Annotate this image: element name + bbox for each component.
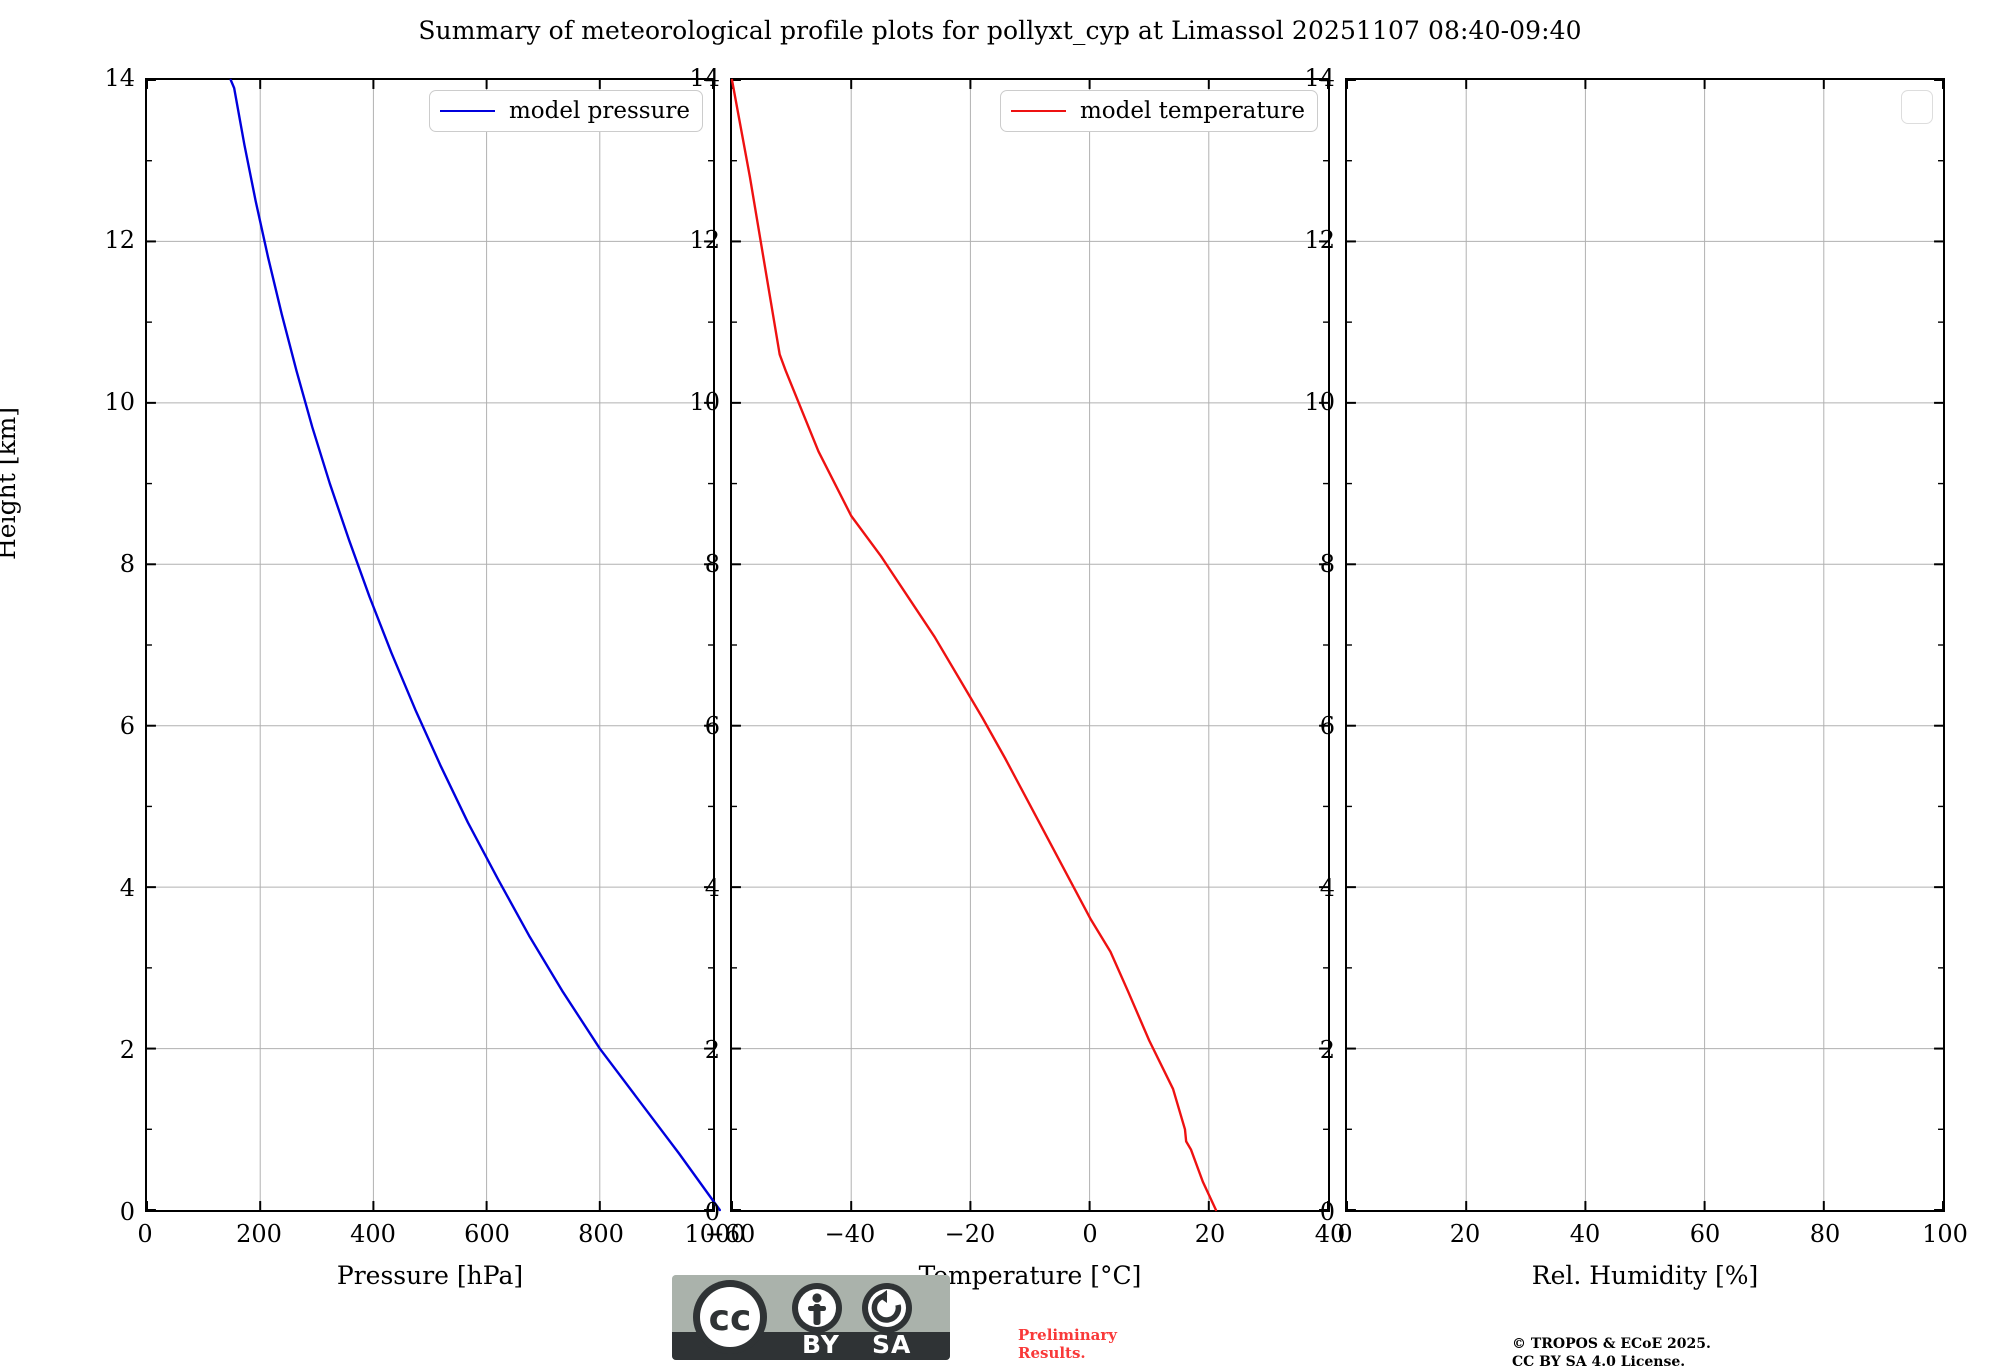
x-tick-label: 0 <box>1337 1220 1352 1248</box>
gridlines-temperature <box>732 80 1328 1210</box>
x-tick-label: 200 <box>236 1220 282 1248</box>
gridlines-pressure <box>147 80 713 1210</box>
x-tick-label: 600 <box>464 1220 510 1248</box>
x-axis-label-humidity: Rel. Humidity [%] <box>1345 1261 1945 1290</box>
axes-pressure <box>145 78 715 1212</box>
x-tick-label: 40 <box>1570 1220 1601 1248</box>
y-tick-label: 4 <box>705 874 720 902</box>
legend-label-model-temperature: model temperature <box>1080 98 1305 124</box>
copyright-line-1: © TROPOS & ECoE 2025. <box>1512 1336 1711 1354</box>
y-tick-label: 0 <box>1320 1198 1335 1226</box>
x-tick-label: 20 <box>1195 1220 1226 1248</box>
y-tick-label: 12 <box>689 226 720 254</box>
tickmarks-pressure <box>147 80 713 1210</box>
svg-text:cc: cc <box>709 1298 752 1339</box>
cc-badge-sa-label: SA <box>872 1330 911 1359</box>
page-title: Summary of meteorological profile plots … <box>0 16 2000 45</box>
preliminary-line-1: Preliminary <box>1018 1326 1117 1344</box>
curve-model-pressure <box>231 80 720 1210</box>
axes-humidity <box>1345 78 1945 1212</box>
cc-license-badge: cc BY SA <box>672 1275 950 1360</box>
plot-area-humidity <box>1347 80 1943 1210</box>
x-tick-label: 400 <box>350 1220 396 1248</box>
y-tick-label: 6 <box>120 712 135 740</box>
tickmarks-temperature <box>732 80 1328 1210</box>
copyright-line-2: CC BY SA 4.0 License. <box>1512 1354 1711 1371</box>
y-tick-label: 6 <box>1320 712 1335 740</box>
y-tick-label: 14 <box>689 64 720 92</box>
y-tick-label: 8 <box>1320 550 1335 578</box>
legend-temperature[interactable]: model temperature <box>1000 90 1318 132</box>
y-tick-label: 12 <box>1304 226 1335 254</box>
x-tick-label: 100 <box>1922 1220 1968 1248</box>
y-tick-label: 2 <box>705 1036 720 1064</box>
x-tick-label: 20 <box>1450 1220 1481 1248</box>
axes-temperature <box>730 78 1330 1212</box>
y-tick-label: 4 <box>1320 874 1335 902</box>
preliminary-results-note: Preliminary Results. <box>1018 1326 1117 1363</box>
x-tick-label: 60 <box>1690 1220 1721 1248</box>
y-tick-label: 2 <box>1320 1036 1335 1064</box>
y-tick-label: 10 <box>689 388 720 416</box>
plot-area-temperature <box>732 80 1328 1210</box>
y-axis-label: Height [km] <box>0 407 21 560</box>
y-tick-label: 4 <box>120 874 135 902</box>
y-tick-label: 8 <box>120 550 135 578</box>
cc-badge-by-label: BY <box>802 1330 840 1359</box>
y-tick-label: 12 <box>104 226 135 254</box>
curve-model-temperature <box>732 80 1216 1210</box>
y-tick-label: 2 <box>120 1036 135 1064</box>
x-axis-label-pressure: Pressure [hPa] <box>145 1261 715 1290</box>
x-tick-label: 80 <box>1810 1220 1841 1248</box>
y-tick-label: 0 <box>120 1198 135 1226</box>
legend-humidity-empty[interactable] <box>1901 90 1933 124</box>
x-tick-label: 800 <box>578 1220 624 1248</box>
y-tick-label: 10 <box>104 388 135 416</box>
x-tick-label: 0 <box>1082 1220 1097 1248</box>
y-tick-label: 8 <box>705 550 720 578</box>
y-tick-label: 14 <box>1304 64 1335 92</box>
y-tick-label: 6 <box>705 712 720 740</box>
tickmarks-humidity <box>1347 80 1943 1210</box>
plot-area-pressure <box>147 80 713 1210</box>
copyright-note: © TROPOS & ECoE 2025. CC BY SA 4.0 Licen… <box>1512 1336 1711 1371</box>
y-tick-label: 14 <box>104 64 135 92</box>
gridlines-humidity <box>1347 80 1943 1210</box>
x-tick-label: −60 <box>705 1220 756 1248</box>
y-tick-label: 10 <box>1304 388 1335 416</box>
x-tick-label: 0 <box>137 1220 152 1248</box>
legend-swatch-model-temperature <box>1011 110 1066 112</box>
x-tick-label: −20 <box>945 1220 996 1248</box>
legend-swatch-model-pressure <box>440 110 495 112</box>
x-tick-label: −40 <box>825 1220 876 1248</box>
